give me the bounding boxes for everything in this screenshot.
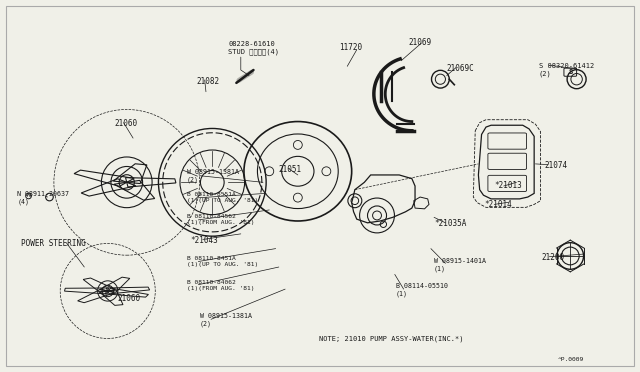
Text: 21074: 21074 — [545, 161, 568, 170]
Text: N: N — [26, 193, 31, 198]
Text: *21043: *21043 — [190, 235, 218, 245]
Text: 08228-61610
STUD スタッド(4): 08228-61610 STUD スタッド(4) — [228, 41, 279, 55]
Text: W 08915-1381A
(2): W 08915-1381A (2) — [200, 314, 252, 327]
Text: S 08320-61412
(2): S 08320-61412 (2) — [539, 63, 594, 77]
Text: S: S — [568, 69, 572, 75]
Text: 21200: 21200 — [541, 253, 565, 262]
Text: 11720: 11720 — [339, 44, 362, 52]
Text: B 08110-84562
(1)(FROM AUG. '81): B 08110-84562 (1)(FROM AUG. '81) — [187, 214, 255, 225]
Text: B 08110-8451A
(1)(UP TO AUG. '81): B 08110-8451A (1)(UP TO AUG. '81) — [187, 256, 258, 267]
Text: 21051: 21051 — [279, 165, 302, 174]
Text: 21082: 21082 — [196, 77, 220, 86]
Text: *21014: *21014 — [484, 200, 513, 209]
Text: W 08915-1381A
(2): W 08915-1381A (2) — [187, 169, 239, 183]
Text: N 08911-20637
(4): N 08911-20637 (4) — [17, 191, 69, 205]
Text: B 08110-8551A
(1)(UP TO AUG. '81): B 08110-8551A (1)(UP TO AUG. '81) — [187, 192, 258, 203]
Text: 21069C: 21069C — [447, 64, 474, 73]
Text: 21060: 21060 — [114, 119, 137, 128]
Text: B 08110-84062
(1)(FROM AUG. '81): B 08110-84062 (1)(FROM AUG. '81) — [187, 280, 255, 291]
Text: POWER STEERING: POWER STEERING — [21, 238, 86, 248]
Text: NOTE; 21010 PUMP ASSY-WATER(INC.*): NOTE; 21010 PUMP ASSY-WATER(INC.*) — [319, 336, 463, 342]
Text: W 08915-1401A
(1): W 08915-1401A (1) — [434, 258, 486, 272]
Text: 21069: 21069 — [409, 38, 432, 47]
Text: ^P.0009: ^P.0009 — [557, 357, 584, 362]
Text: 21060: 21060 — [117, 294, 140, 303]
Text: *21013: *21013 — [494, 182, 522, 190]
Text: B 08114-05510
(1): B 08114-05510 (1) — [396, 283, 448, 297]
Text: *21035A: *21035A — [434, 219, 467, 228]
